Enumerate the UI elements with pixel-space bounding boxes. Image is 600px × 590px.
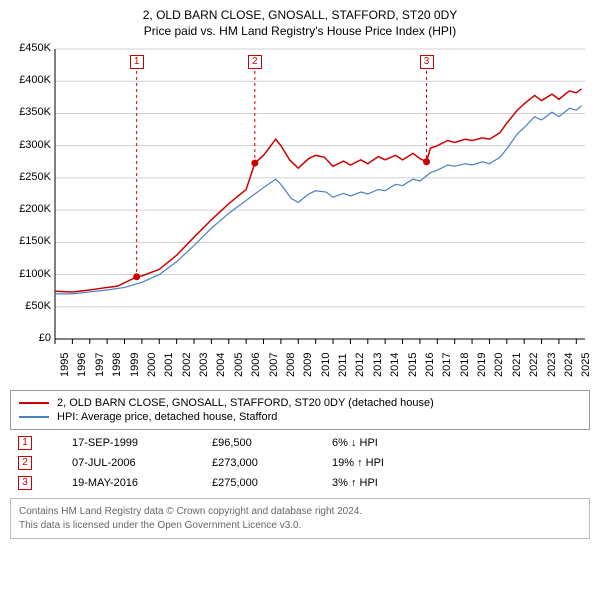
- footer-line1: Contains HM Land Registry data © Crown c…: [19, 505, 581, 519]
- x-tick-label: 2006: [250, 353, 262, 377]
- x-tick-label: 2025: [580, 353, 592, 377]
- x-tick-label: 2007: [268, 353, 280, 377]
- x-tick-label: 2020: [493, 353, 505, 377]
- x-tick-label: 2024: [563, 353, 575, 377]
- chart-area: £0 £50K £100K £150K £200K £250K £300K £350K £400…: [10, 44, 590, 384]
- x-tick-label: 2023: [546, 353, 558, 377]
- y-tick-label: £300K: [10, 139, 51, 151]
- y-tick-label: £150K: [10, 235, 51, 247]
- sale-date: 19-MAY-2016: [72, 477, 212, 489]
- chart-container: 2, OLD BARN CLOSE, GNOSALL, STAFFORD, ST…: [0, 0, 600, 549]
- sale-date: 07-JUL-2006: [72, 457, 212, 469]
- sale-price: £273,000: [212, 457, 332, 469]
- sale-marker-box: 2: [248, 55, 262, 69]
- sale-price: £96,500: [212, 437, 332, 449]
- legend-label: 2, OLD BARN CLOSE, GNOSALL, STAFFORD, ST…: [57, 397, 434, 409]
- x-tick-label: 2014: [389, 353, 401, 377]
- sale-marker-box: 1: [130, 55, 144, 69]
- legend-swatch: [19, 402, 49, 404]
- x-tick-label: 2001: [163, 353, 175, 377]
- x-tick-label: 2017: [441, 353, 453, 377]
- x-tick-label: 2021: [511, 353, 523, 377]
- legend-label: HPI: Average price, detached house, Staf…: [57, 411, 277, 423]
- y-tick-label: £0: [10, 332, 51, 344]
- legend-row: HPI: Average price, detached house, Staf…: [19, 411, 581, 423]
- y-tick-label: £100K: [10, 268, 51, 280]
- sale-delta: 3% ↑ HPI: [332, 477, 452, 489]
- x-tick-label: 2022: [528, 353, 540, 377]
- x-tick-label: 2019: [476, 353, 488, 377]
- title-block: 2, OLD BARN CLOSE, GNOSALL, STAFFORD, ST…: [10, 8, 590, 38]
- x-tick-label: 2011: [337, 353, 349, 377]
- sale-row: 3 19-MAY-2016£275,0003% ↑ HPI: [10, 476, 590, 490]
- sale-marker-box: 3: [420, 55, 434, 69]
- y-tick-label: £400K: [10, 74, 51, 86]
- sale-delta: 6% ↓ HPI: [332, 437, 452, 449]
- x-tick-label: 2008: [285, 353, 297, 377]
- sale-date: 17-SEP-1999: [72, 437, 212, 449]
- x-tick-label: 2009: [302, 353, 314, 377]
- x-tick-label: 1999: [129, 353, 141, 377]
- x-tick-label: 2016: [424, 353, 436, 377]
- y-tick-label: £50K: [10, 300, 51, 312]
- sale-row: 1 17-SEP-1999£96,5006% ↓ HPI: [10, 436, 590, 450]
- footer-attribution: Contains HM Land Registry data © Crown c…: [10, 498, 590, 539]
- sales-table: 1 17-SEP-1999£96,5006% ↓ HPI 2 07-JUL-2006£…: [10, 436, 590, 490]
- y-tick-label: £350K: [10, 106, 51, 118]
- sale-number-box: 1: [18, 436, 32, 450]
- sale-number-box: 3: [18, 476, 32, 490]
- x-tick-label: 1995: [59, 353, 71, 377]
- x-tick-label: 2015: [407, 353, 419, 377]
- title-line1: 2, OLD BARN CLOSE, GNOSALL, STAFFORD, ST…: [10, 8, 590, 22]
- x-tick-label: 2010: [320, 353, 332, 377]
- x-tick-label: 2018: [459, 353, 471, 377]
- x-tick-label: 2000: [146, 353, 158, 377]
- x-tick-label: 2005: [233, 353, 245, 377]
- legend-row: 2, OLD BARN CLOSE, GNOSALL, STAFFORD, ST…: [19, 397, 581, 409]
- footer-line2: This data is licensed under the Open Gov…: [19, 519, 581, 533]
- legend: 2, OLD BARN CLOSE, GNOSALL, STAFFORD, ST…: [10, 390, 590, 430]
- x-tick-label: 2012: [354, 353, 366, 377]
- chart-svg: [10, 44, 590, 384]
- x-tick-label: 2002: [181, 353, 193, 377]
- y-tick-label: £200K: [10, 203, 51, 215]
- x-tick-label: 1998: [111, 353, 123, 377]
- legend-swatch: [19, 416, 49, 418]
- sale-row: 2 07-JUL-2006£273,00019% ↑ HPI: [10, 456, 590, 470]
- x-tick-label: 2013: [372, 353, 384, 377]
- y-tick-label: £250K: [10, 171, 51, 183]
- sale-price: £275,000: [212, 477, 332, 489]
- y-tick-label: £450K: [10, 42, 51, 54]
- sale-delta: 19% ↑ HPI: [332, 457, 452, 469]
- sale-number-box: 2: [18, 456, 32, 470]
- x-tick-label: 1997: [94, 353, 106, 377]
- x-tick-label: 1996: [76, 353, 88, 377]
- title-line2: Price paid vs. HM Land Registry's House …: [10, 24, 590, 38]
- x-tick-label: 2003: [198, 353, 210, 377]
- x-tick-label: 2004: [215, 353, 227, 377]
